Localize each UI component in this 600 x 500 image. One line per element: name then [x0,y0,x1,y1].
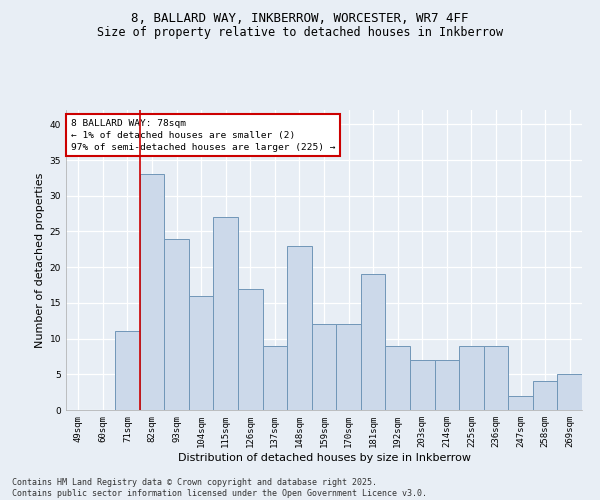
Text: 8, BALLARD WAY, INKBERROW, WORCESTER, WR7 4FF: 8, BALLARD WAY, INKBERROW, WORCESTER, WR… [131,12,469,26]
Bar [164,238,189,410]
Bar [287,246,312,410]
Bar [312,324,336,410]
Bar [189,296,214,410]
Bar [214,217,238,410]
Bar [410,360,434,410]
Bar [140,174,164,410]
Bar [533,382,557,410]
Bar [385,346,410,410]
Bar [508,396,533,410]
Y-axis label: Number of detached properties: Number of detached properties [35,172,46,348]
Bar [115,332,140,410]
Bar [336,324,361,410]
Bar [434,360,459,410]
X-axis label: Distribution of detached houses by size in Inkberrow: Distribution of detached houses by size … [178,452,470,462]
Bar [484,346,508,410]
Text: 8 BALLARD WAY: 78sqm
← 1% of detached houses are smaller (2)
97% of semi-detache: 8 BALLARD WAY: 78sqm ← 1% of detached ho… [71,119,335,152]
Bar [263,346,287,410]
Text: Size of property relative to detached houses in Inkberrow: Size of property relative to detached ho… [97,26,503,39]
Bar [557,374,582,410]
Bar [361,274,385,410]
Bar [238,288,263,410]
Text: Contains HM Land Registry data © Crown copyright and database right 2025.
Contai: Contains HM Land Registry data © Crown c… [12,478,427,498]
Bar [459,346,484,410]
